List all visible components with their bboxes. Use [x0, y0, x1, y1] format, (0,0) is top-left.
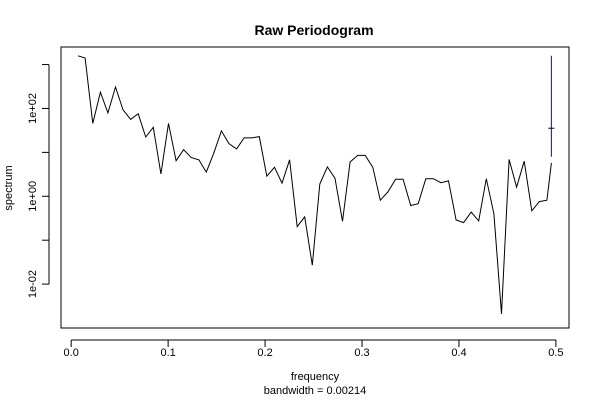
series-points	[76, 54, 552, 315]
confidence-bar	[548, 55, 555, 157]
y-axis: 1e-02 1e+00 1e+02	[27, 64, 50, 298]
x-tick-label: 0.4	[451, 347, 466, 359]
bandwidth-label: bandwidth = 0.00214	[264, 385, 366, 397]
x-tick-label: 0.5	[548, 347, 563, 359]
y-axis-label: spectrum	[3, 165, 15, 210]
x-tick-label: 0.3	[354, 347, 369, 359]
x-axis-label: frequency	[291, 371, 340, 383]
x-axis: 0.0 0.1 0.2 0.3 0.4 0.5	[64, 339, 564, 359]
y-tick-label: 1e+00	[27, 181, 39, 212]
plot-box	[60, 46, 570, 329]
x-tick-label: 0.2	[257, 347, 272, 359]
series-line	[77, 55, 552, 314]
x-tick-label: 0.0	[64, 347, 79, 359]
y-tick-label: 1e+02	[27, 93, 39, 124]
x-tick-label: 0.1	[160, 347, 175, 359]
chart-title: Raw Periodogram	[254, 22, 373, 38]
y-tick-label: 1e-02	[27, 270, 39, 298]
